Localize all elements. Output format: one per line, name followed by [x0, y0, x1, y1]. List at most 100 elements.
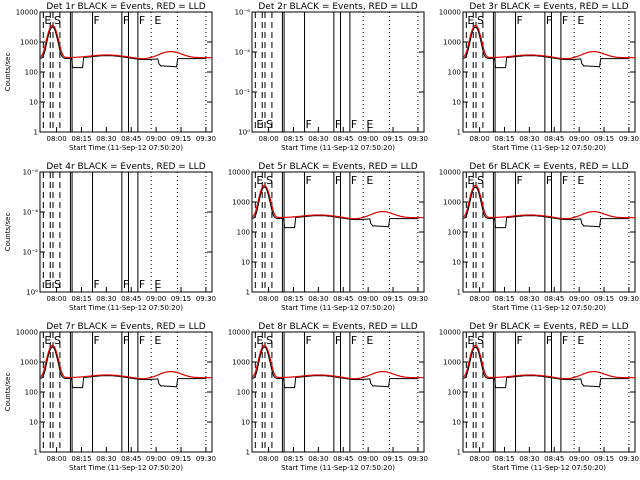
x-axis-label: Start Time (11-Sep-12 07:50:20)	[69, 304, 183, 312]
y-tick-label: 1000	[20, 39, 38, 47]
y-tick-label: 10000	[439, 169, 461, 177]
event-marker-label: F	[123, 14, 129, 27]
panel-title: Det 6r BLACK = Events, RED = LLD	[469, 162, 628, 172]
y-tick-label: 1	[34, 449, 38, 457]
x-tick-label: 09:15	[171, 135, 191, 143]
event-marker-label: F	[562, 14, 568, 27]
x-tick-label: 08:45	[121, 135, 141, 143]
y-tick-label: 10⁻²	[23, 249, 39, 257]
x-tick-label: 08:45	[544, 295, 564, 303]
x-tick-label: 09:00	[569, 135, 589, 143]
x-tick-label: 09:00	[146, 295, 166, 303]
lld-series-line	[252, 344, 424, 380]
plot-frame	[462, 331, 636, 453]
x-tick-label: 09:30	[408, 295, 428, 303]
x-tick-label: 08:15	[494, 455, 514, 463]
x-tick-label: 08:15	[494, 295, 514, 303]
event-marker-label: E	[256, 334, 263, 347]
x-axis-label: Start Time (11-Sep-12 07:50:20)	[281, 464, 395, 472]
event-marker-label: S	[54, 14, 61, 27]
x-tick-label: 08:15	[283, 455, 303, 463]
x-tick-label: 09:15	[383, 455, 403, 463]
event-marker-label: E	[154, 334, 161, 347]
lld-series-line	[40, 344, 212, 380]
y-axis-label: Counts/sec	[4, 213, 12, 252]
lld-series-line	[40, 24, 212, 60]
y-tick-label: 1	[246, 289, 250, 297]
events-series-line	[463, 186, 630, 229]
x-tick-label: 09:15	[594, 135, 614, 143]
x-tick-label: 09:00	[569, 295, 589, 303]
event-marker-label: F	[351, 334, 357, 347]
x-tick-label: 08:45	[333, 455, 353, 463]
event-marker-label: F	[94, 14, 100, 27]
x-axis-label: Start Time (11-Sep-12 07:50:20)	[281, 304, 395, 312]
event-marker-label: F	[517, 334, 523, 347]
events-series-line	[40, 346, 207, 389]
plot-frame	[462, 11, 636, 133]
x-tick-label: 08:00	[258, 295, 278, 303]
event-marker-label: F	[351, 118, 357, 131]
y-tick-label: 100	[25, 69, 38, 77]
event-marker-label: E	[44, 278, 51, 291]
event-marker-label: F	[306, 334, 312, 347]
y-tick-label: 100	[448, 69, 461, 77]
x-tick-label: 09:15	[383, 295, 403, 303]
x-tick-label: 08:15	[283, 295, 303, 303]
x-tick-label: 08:15	[71, 295, 91, 303]
x-tick-label: 08:30	[96, 455, 116, 463]
panel-title: Det 4r BLACK = Events, RED = LLD	[46, 162, 205, 172]
x-tick-label: 09:15	[383, 135, 403, 143]
event-marker-label: S	[54, 334, 61, 347]
event-marker-label: F	[562, 174, 568, 187]
panel-title: Det 3r BLACK = Events, RED = LLD	[469, 2, 628, 12]
x-tick-label: 09:00	[146, 455, 166, 463]
event-marker-label: F	[351, 174, 357, 187]
x-axis-label: Start Time (11-Sep-12 07:50:20)	[69, 144, 183, 152]
event-marker-label: E	[366, 174, 373, 187]
y-tick-label: 10	[29, 99, 38, 107]
y-tick-label: 100	[237, 389, 250, 397]
y-tick-label: 100	[448, 229, 461, 237]
y-tick-label: 1000	[443, 199, 461, 207]
y-tick-label: 1000	[232, 199, 250, 207]
y-tick-label: 1	[457, 289, 461, 297]
event-marker-label: S	[477, 174, 484, 187]
panel-title: Det 2r BLACK = Events, RED = LLD	[258, 2, 417, 12]
x-tick-label: 08:15	[71, 135, 91, 143]
y-tick-label: 1000	[443, 39, 461, 47]
x-tick-label: 08:00	[46, 455, 66, 463]
y-tick-label: 10	[241, 419, 250, 427]
event-marker-label: E	[256, 174, 263, 187]
event-marker-label: E	[44, 14, 51, 27]
x-tick-label: 09:15	[171, 455, 191, 463]
event-marker-label: F	[306, 174, 312, 187]
x-tick-label: 09:00	[569, 455, 589, 463]
event-marker-label: E	[366, 334, 373, 347]
x-tick-label: 08:45	[121, 455, 141, 463]
panel-title: Det 5r BLACK = Events, RED = LLD	[258, 162, 417, 172]
x-tick-label: 08:30	[519, 455, 539, 463]
x-tick-label: 08:00	[258, 135, 278, 143]
y-tick-label: 10000	[228, 329, 250, 337]
event-marker-label: E	[366, 118, 373, 131]
x-tick-label: 08:00	[258, 455, 278, 463]
x-axis-label: Start Time (11-Sep-12 07:50:20)	[492, 464, 606, 472]
x-tick-label: 08:30	[519, 295, 539, 303]
x-tick-label: 09:00	[358, 455, 378, 463]
y-tick-label: 10⁻⁴	[23, 209, 39, 217]
y-tick-label: 100	[237, 229, 250, 237]
x-tick-label: 08:45	[333, 295, 353, 303]
y-tick-label: 10	[452, 259, 461, 267]
x-tick-label: 09:00	[358, 295, 378, 303]
event-marker-label: F	[123, 278, 129, 291]
y-tick-label: 10	[452, 99, 461, 107]
panel-title: Det 9r BLACK = Events, RED = LLD	[469, 322, 628, 332]
x-tick-label: 08:15	[494, 135, 514, 143]
chart-panel-4: Det 4r BLACK = Events, RED = LLD Counts/s…	[4, 162, 216, 312]
y-tick-label: 100	[25, 389, 38, 397]
event-marker-label: E	[154, 278, 161, 291]
chart-panel-2: Det 2r BLACK = Events, RED = LLD 10⁰ 10⁻² 1…	[235, 2, 428, 152]
lld-series-line	[463, 24, 635, 60]
x-tick-label: 08:15	[283, 135, 303, 143]
